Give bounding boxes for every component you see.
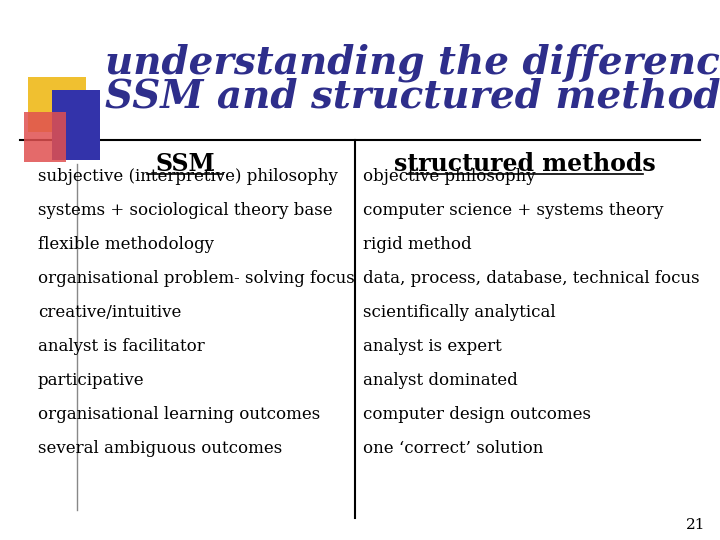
Bar xyxy=(52,90,100,160)
Text: data, process, database, technical focus: data, process, database, technical focus xyxy=(363,270,700,287)
Text: SSM: SSM xyxy=(156,152,215,176)
Bar xyxy=(24,112,66,162)
Text: 21: 21 xyxy=(685,518,705,532)
Text: analyst is facilitator: analyst is facilitator xyxy=(38,338,204,355)
Text: subjective (interpretive) philosophy: subjective (interpretive) philosophy xyxy=(38,168,338,185)
Text: participative: participative xyxy=(38,372,145,389)
Text: creative/intuitive: creative/intuitive xyxy=(38,304,181,321)
Text: systems + sociological theory base: systems + sociological theory base xyxy=(38,202,333,219)
Text: understanding the differences between: understanding the differences between xyxy=(105,43,720,82)
Bar xyxy=(28,77,86,132)
Text: organisational problem- solving focus: organisational problem- solving focus xyxy=(38,270,355,287)
Text: one ‘correct’ solution: one ‘correct’ solution xyxy=(363,440,544,457)
Text: organisational learning outcomes: organisational learning outcomes xyxy=(38,406,320,423)
Text: scientifically analytical: scientifically analytical xyxy=(363,304,556,321)
Text: SSM and structured methods: SSM and structured methods xyxy=(105,78,720,116)
Text: objective philosophy: objective philosophy xyxy=(363,168,536,185)
Text: analyst dominated: analyst dominated xyxy=(363,372,518,389)
Text: computer design outcomes: computer design outcomes xyxy=(363,406,591,423)
Text: flexible methodology: flexible methodology xyxy=(38,236,214,253)
Text: structured methods: structured methods xyxy=(394,152,656,176)
Text: rigid method: rigid method xyxy=(363,236,472,253)
Text: analyst is expert: analyst is expert xyxy=(363,338,502,355)
Text: several ambiguous outcomes: several ambiguous outcomes xyxy=(38,440,282,457)
Text: computer science + systems theory: computer science + systems theory xyxy=(363,202,664,219)
